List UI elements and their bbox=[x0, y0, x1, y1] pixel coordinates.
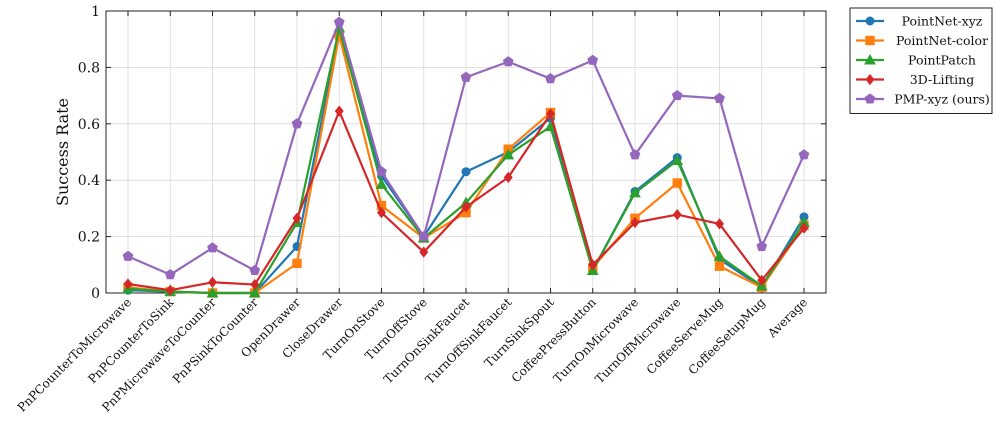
legend-label: PointNet-xyz bbox=[902, 14, 983, 29]
legend[interactable]: PointNet-xyz PointNet-color PointPatch 3D-L… bbox=[849, 7, 993, 114]
data-point-pointpatch bbox=[248, 286, 261, 298]
y-tick-label: 1 bbox=[91, 4, 100, 20]
x-tick-label: Average bbox=[764, 295, 810, 341]
legend-label: PMP-xyz (ours) bbox=[894, 92, 990, 107]
data-point-pmp-xyz-ours bbox=[629, 149, 641, 160]
series-3d-lifting bbox=[123, 105, 809, 296]
data-point-pmp-xyz-ours bbox=[418, 230, 430, 242]
data-point-3d-lifting bbox=[292, 212, 302, 224]
series-pmp-xyz-ours bbox=[122, 16, 810, 280]
data-point-3d-lifting bbox=[672, 209, 682, 221]
data-point-pmp-xyz-ours bbox=[291, 118, 303, 129]
legend-label: PointPatch bbox=[908, 53, 976, 68]
y-tick-label: 0.8 bbox=[78, 60, 100, 76]
legend-item-pointpatch[interactable]: PointPatch bbox=[856, 53, 976, 68]
data-point-pointpatch bbox=[502, 148, 515, 160]
legend-item-pmp-xyz-ours[interactable]: PMP-xyz (ours) bbox=[856, 92, 990, 107]
legend-item-pointnet-xyz[interactable]: PointNet-xyz bbox=[856, 14, 983, 29]
data-point-3d-lifting bbox=[630, 216, 640, 229]
data-point-pmp-xyz-ours bbox=[671, 89, 683, 101]
data-point-3d-lifting bbox=[377, 207, 386, 219]
legend-item-pointnet-color[interactable]: PointNet-color bbox=[856, 33, 988, 48]
data-point-3d-lifting bbox=[419, 246, 429, 258]
data-point-3d-lifting bbox=[123, 278, 133, 290]
legend-swatch-marker bbox=[864, 53, 876, 65]
data-point-pointpatch bbox=[629, 186, 641, 198]
data-point-3d-lifting bbox=[757, 274, 767, 286]
data-point-3d-lifting bbox=[799, 222, 809, 234]
data-point-pointpatch bbox=[671, 154, 684, 165]
data-point-3d-lifting bbox=[250, 278, 260, 291]
data-point-pmp-xyz-ours bbox=[122, 250, 134, 261]
data-point-3d-lifting bbox=[461, 201, 471, 213]
data-point-pointpatch bbox=[713, 250, 726, 261]
data-point-pmp-xyz-ours bbox=[249, 264, 261, 275]
data-point-3d-lifting bbox=[208, 276, 217, 288]
data-point-pmp-xyz-ours bbox=[376, 166, 387, 177]
data-point-pmp-xyz-ours bbox=[502, 56, 514, 67]
data-point-pmp-xyz-ours bbox=[164, 269, 176, 280]
data-point-3d-lifting bbox=[588, 259, 598, 271]
series-group bbox=[122, 16, 810, 298]
data-point-pointpatch bbox=[206, 286, 219, 298]
legend-label: 3D-Lifting bbox=[910, 72, 974, 87]
data-point-3d-lifting bbox=[715, 218, 724, 230]
legend-item-3d-lifting[interactable]: 3D-Lifting bbox=[856, 72, 974, 87]
data-point-pmp-xyz-ours bbox=[714, 92, 725, 103]
legend-label: PointNet-color bbox=[896, 33, 988, 48]
data-point-pointnet-color bbox=[714, 261, 725, 271]
data-point-pointnet-color bbox=[292, 258, 302, 269]
y-axis-label: Success Rate bbox=[53, 98, 72, 206]
data-point-pmp-xyz-ours bbox=[545, 73, 556, 84]
x-tick-label: CoffeeServeMug bbox=[644, 295, 726, 377]
data-point-pmp-xyz-ours bbox=[207, 242, 218, 253]
data-point-pmp-xyz-ours bbox=[333, 16, 345, 27]
x-tick-label: CoffeeSetupMug bbox=[686, 295, 769, 378]
y-tick-label: 0.2 bbox=[78, 230, 100, 246]
data-point-3d-lifting bbox=[503, 171, 513, 183]
data-point-pointpatch bbox=[375, 178, 388, 189]
data-point-pointnet-color bbox=[672, 178, 682, 188]
data-point-pmp-xyz-ours bbox=[587, 54, 599, 65]
data-point-pmp-xyz-ours bbox=[798, 149, 810, 160]
y-tick-label: 0.6 bbox=[78, 117, 100, 133]
legend-swatch-marker bbox=[865, 16, 875, 26]
legend-swatch-marker bbox=[865, 73, 875, 86]
legend-swatch-marker bbox=[864, 93, 876, 104]
data-point-pointnet-xyz bbox=[461, 167, 471, 177]
legend-swatch-marker bbox=[865, 35, 875, 46]
data-point-3d-lifting bbox=[334, 105, 344, 117]
data-point-3d-lifting bbox=[165, 284, 175, 296]
data-point-pmp-xyz-ours bbox=[756, 240, 768, 252]
y-tick-label: 0 bbox=[91, 286, 100, 302]
data-point-pmp-xyz-ours bbox=[460, 71, 472, 82]
data-point-3d-lifting bbox=[546, 108, 555, 120]
y-tick-label: 0.4 bbox=[78, 173, 100, 189]
